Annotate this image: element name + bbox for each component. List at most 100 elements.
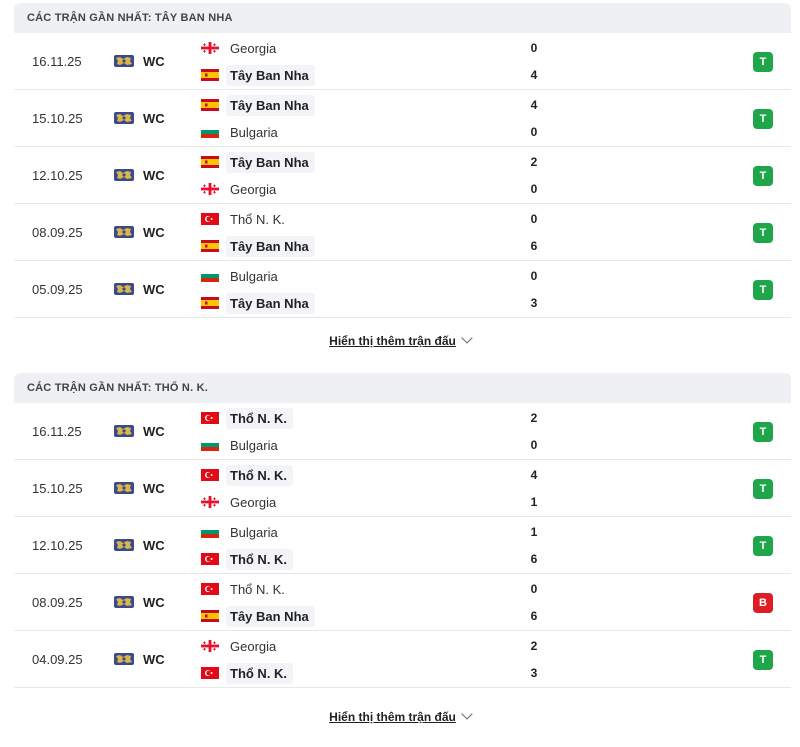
away-score: 0 <box>530 182 538 196</box>
world-cup-logo-icon <box>114 283 134 295</box>
away-team-name: Georgia <box>230 181 277 197</box>
match-row[interactable]: 16.11.25 WC Thổ N. K. Bulgaria 2 0 T <box>14 403 791 460</box>
match-row[interactable]: 05.09.25 WC Bulgaria Tây Ban Nha 0 3 T <box>14 261 791 318</box>
match-row[interactable]: 16.11.25 WC Georgia Tây Ban Nha 0 4 T <box>14 33 791 90</box>
away-team: Bulgaria <box>201 432 284 458</box>
away-team-name: Thổ N. K. <box>226 662 294 684</box>
world-cup-logo-icon <box>114 482 134 494</box>
away-team-name: Bulgaria <box>230 437 278 453</box>
competition-name: WC <box>143 110 165 126</box>
spain-flag-icon <box>201 99 219 111</box>
result-badge: T <box>753 422 773 442</box>
turkey-flag-icon <box>201 667 219 679</box>
match-row[interactable]: 12.10.25 WC Tây Ban Nha Georgia 2 0 T <box>14 147 791 204</box>
match-row[interactable]: 04.09.25 WC Georgia Thổ N. K. 2 3 T <box>14 631 791 688</box>
match-date: 08.09.25 <box>32 225 83 240</box>
match-date: 04.09.25 <box>32 652 83 667</box>
away-score: 6 <box>530 552 538 566</box>
away-team: Thổ N. K. <box>201 660 294 686</box>
match-date: 12.10.25 <box>32 538 83 553</box>
home-team: Georgia <box>201 35 282 61</box>
recent-matches-section-spain: CÁC TRẬN GẦN NHẤT: TÂY BAN NHA 16.11.25 … <box>14 3 791 318</box>
away-score: 3 <box>530 666 538 680</box>
section-title: CÁC TRẬN GẦN NHẤT: THỔ N. K. <box>14 373 791 403</box>
home-team-name: Tây Ban Nha <box>226 151 315 173</box>
georgia-flag-icon <box>201 42 219 54</box>
show-more-label[interactable]: Hiển thị thêm trận đấu <box>329 710 456 724</box>
spain-flag-icon <box>201 69 219 81</box>
home-team: Tây Ban Nha <box>201 149 315 175</box>
competition: WC <box>114 480 165 496</box>
away-team: Bulgaria <box>201 119 284 145</box>
home-score: 2 <box>530 411 538 425</box>
spain-flag-icon <box>201 240 219 252</box>
match-list: 16.11.25 WC Georgia Tây Ban Nha 0 4 T 15… <box>14 33 791 318</box>
home-score: 2 <box>530 155 538 169</box>
show-more-matches-link[interactable]: Hiển thị thêm trận đấu <box>0 708 800 724</box>
result-badge: T <box>753 536 773 556</box>
match-date: 05.09.25 <box>32 282 83 297</box>
match-row[interactable]: 15.10.25 WC Thổ N. K. Georgia 4 1 T <box>14 460 791 517</box>
away-score: 6 <box>530 239 538 253</box>
home-score: 0 <box>530 582 538 596</box>
turkey-flag-icon <box>201 469 219 481</box>
result-badge: T <box>753 109 773 129</box>
home-score: 2 <box>530 639 538 653</box>
home-score: 0 <box>530 269 538 283</box>
away-score: 0 <box>530 125 538 139</box>
competition-name: WC <box>143 281 165 297</box>
georgia-flag-icon <box>201 183 219 195</box>
chevron-down-icon <box>461 708 473 720</box>
world-cup-logo-icon <box>114 425 134 437</box>
competition-name: WC <box>143 224 165 240</box>
competition-name: WC <box>143 537 165 553</box>
home-team: Thổ N. K. <box>201 206 291 232</box>
away-team-name: Bulgaria <box>230 124 278 140</box>
home-team: Thổ N. K. <box>201 576 291 602</box>
match-date: 16.11.25 <box>32 424 82 439</box>
world-cup-logo-icon <box>114 226 134 238</box>
home-team-name: Georgia <box>230 40 277 56</box>
recent-matches-section-turkey: CÁC TRẬN GẦN NHẤT: THỔ N. K. 16.11.25 WC… <box>14 373 791 688</box>
match-row[interactable]: 12.10.25 WC Bulgaria Thổ N. K. 1 6 T <box>14 517 791 574</box>
home-team: Thổ N. K. <box>201 405 294 431</box>
bulgaria-flag-icon <box>201 439 219 451</box>
world-cup-logo-icon <box>114 653 134 665</box>
competition: WC <box>114 53 165 69</box>
away-team-name: Tây Ban Nha <box>226 64 315 86</box>
result-badge: T <box>753 280 773 300</box>
away-team-name: Tây Ban Nha <box>226 235 315 257</box>
competition-name: WC <box>143 167 165 183</box>
competition: WC <box>114 110 165 126</box>
competition-name: WC <box>143 594 165 610</box>
turkey-flag-icon <box>201 213 219 225</box>
away-score: 1 <box>530 495 538 509</box>
match-row[interactable]: 15.10.25 WC Tây Ban Nha Bulgaria 4 0 T <box>14 90 791 147</box>
home-team: Georgia <box>201 633 282 659</box>
result-badge: T <box>753 479 773 499</box>
match-row[interactable]: 08.09.25 WC Thổ N. K. Tây Ban Nha 0 6 T <box>14 204 791 261</box>
result-badge: T <box>753 223 773 243</box>
home-score: 1 <box>530 525 538 539</box>
match-row[interactable]: 08.09.25 WC Thổ N. K. Tây Ban Nha 0 6 B <box>14 574 791 631</box>
away-score: 3 <box>530 296 538 310</box>
home-team-name: Bulgaria <box>230 268 278 284</box>
world-cup-logo-icon <box>114 539 134 551</box>
competition-name: WC <box>143 53 165 69</box>
world-cup-logo-icon <box>114 169 134 181</box>
away-team-name: Georgia <box>230 494 277 510</box>
show-more-label[interactable]: Hiển thị thêm trận đấu <box>329 334 456 348</box>
competition: WC <box>114 281 165 297</box>
bulgaria-flag-icon <box>201 526 219 538</box>
match-date: 15.10.25 <box>32 481 83 496</box>
match-date: 08.09.25 <box>32 595 83 610</box>
home-team: Bulgaria <box>201 519 284 545</box>
spain-flag-icon <box>201 297 219 309</box>
match-list: 16.11.25 WC Thổ N. K. Bulgaria 2 0 T 15.… <box>14 403 791 688</box>
competition: WC <box>114 594 165 610</box>
home-team-name: Thổ N. K. <box>230 581 285 597</box>
home-team: Bulgaria <box>201 263 284 289</box>
away-team: Tây Ban Nha <box>201 603 315 629</box>
show-more-matches-link[interactable]: Hiển thị thêm trận đấu <box>0 332 800 348</box>
competition-name: WC <box>143 651 165 667</box>
